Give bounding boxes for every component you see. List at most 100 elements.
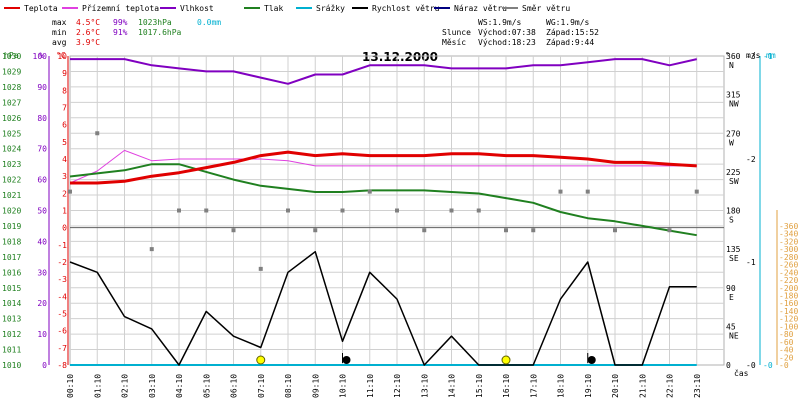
temp-tick: 3 [62,172,67,181]
hpa-tick: 1023 [2,160,21,169]
pct-tick: 40 [37,237,47,246]
hpa-tick: 1015 [2,284,21,293]
temp-tick: 4 [62,155,67,164]
wind-dir-point [204,208,209,213]
x-tick: 06:10 [230,374,239,398]
ms-unit: m/s [746,51,761,60]
temp-tick: -8 [57,361,67,370]
sunset-text: Západ:15:52 [546,28,599,37]
hpa-tick: 1028 [2,83,21,92]
temp-tick: -7 [57,344,67,353]
hpa-tick: 1022 [2,176,21,185]
hpa-tick: 1016 [2,268,21,277]
stat-max-rain: 0.0mm [197,18,221,27]
pct-tick: 70 [37,145,47,154]
pct-tick: 80 [37,114,47,123]
dir-label: NE [729,331,739,340]
temp-tick: 9 [62,69,67,78]
ms-tick: -2 [746,155,756,164]
chart-title: 13.12.2000 [362,50,438,64]
x-tick: 01:10 [93,374,102,398]
x-tick: 23:10 [693,374,702,398]
x-tick: 14:10 [448,374,457,398]
wind-dir-point [286,208,290,213]
time-unit: čas [734,368,749,378]
stat-max-hum: 99% [113,18,128,27]
temp-tick: 6 [62,121,67,130]
hpa-tick: 1026 [2,114,21,123]
wind-dir-point [258,266,263,271]
axes: 1030102910281027102610251024102310221021… [2,52,798,370]
pct-tick: 10 [37,330,47,339]
sun-label: Slunce [442,28,471,37]
x-tick: 07:10 [257,374,266,398]
dir-tick: 90 [726,284,736,293]
dir-tick: 225 [726,168,741,177]
hpa-tick: 1013 [2,315,21,324]
dir-orange-tick: -280 [779,253,798,262]
dir-orange-tick: -200 [779,284,798,293]
mm-unit: mm [766,51,776,60]
hpa-tick: 1018 [2,237,21,246]
dir-orange-tick: -60 [779,338,794,347]
moon-marker [342,356,351,364]
hpa-unit: hPa [4,51,19,60]
dir-tick: 45 [726,322,736,331]
ms-tick: -0 [746,361,756,370]
hpa-tick: 1017 [2,253,21,262]
dir-orange-tick: -220 [779,276,798,285]
series-rychlost-vetru [69,250,697,366]
legend-label: Rychlost větru [372,4,440,13]
ms-tick: -1 [746,258,756,267]
astro-info: WS:1.9m/s WG:1.9m/s Slunce Východ:07:38 … [442,18,599,47]
legend: Teplota Přízemní teplota Vlhkost Tlak Srážky… [4,4,570,13]
dir-orange-tick: -120 [779,315,798,324]
dir-orange-tick: -20 [779,353,794,362]
hpa-tick: 1010 [2,361,21,370]
hpa-tick: 1024 [2,145,21,154]
stat-avg-temp: 3.9°C [76,38,100,47]
wind-dir-point [667,228,672,233]
dir-orange-tick: -300 [779,245,798,254]
temp-tick: -1 [57,241,67,250]
dir-orange-tick: -180 [779,292,798,301]
wind-dir-point [694,189,699,194]
stat-max-label: max [52,18,67,27]
dir-orange-tick: -80 [779,330,794,339]
dir-label: N [729,61,734,70]
dir-orange-tick: -100 [779,322,798,331]
dir-label: SE [729,254,739,263]
temp-tick: 0 [62,224,67,233]
mm-tick: -1 [763,52,773,61]
temp-tick: 2 [62,189,67,198]
degc-unit: °C [56,51,66,60]
hpa-tick: 1012 [2,330,21,339]
pct-tick: 50 [37,207,47,216]
wind-dir-point [313,228,318,233]
x-tick: 15:10 [475,374,484,398]
x-tick: 10:10 [339,374,348,398]
wind-dir-point [68,189,72,194]
pct-tick: 20 [37,299,47,308]
temp-tick: 10 [57,52,67,61]
stat-min-hum: 91% [113,28,128,37]
hpa-tick: 1025 [2,129,21,138]
temp-tick: 7 [62,104,67,113]
pct-unit: % [39,51,44,60]
series-prizemni-teplota [69,149,697,184]
dir-orange-tick: -160 [779,299,798,308]
moon-marker [587,356,596,364]
x-tick: 19:10 [584,374,593,398]
x-tick: 17:10 [529,374,538,398]
legend-label: Vlhkost [180,4,214,13]
stat-max-temp: 4.5°C [76,18,100,27]
dir-orange-tick: -140 [779,307,798,316]
x-tick: 20:10 [611,374,620,398]
sun-marker [501,355,511,365]
wind-dir-point [177,208,181,213]
wind-dir-point [449,208,454,213]
moon-label: Měsíc [442,38,466,47]
stat-min-press: 1017.6hPa [138,28,182,37]
x-tick: 12:10 [393,374,402,398]
